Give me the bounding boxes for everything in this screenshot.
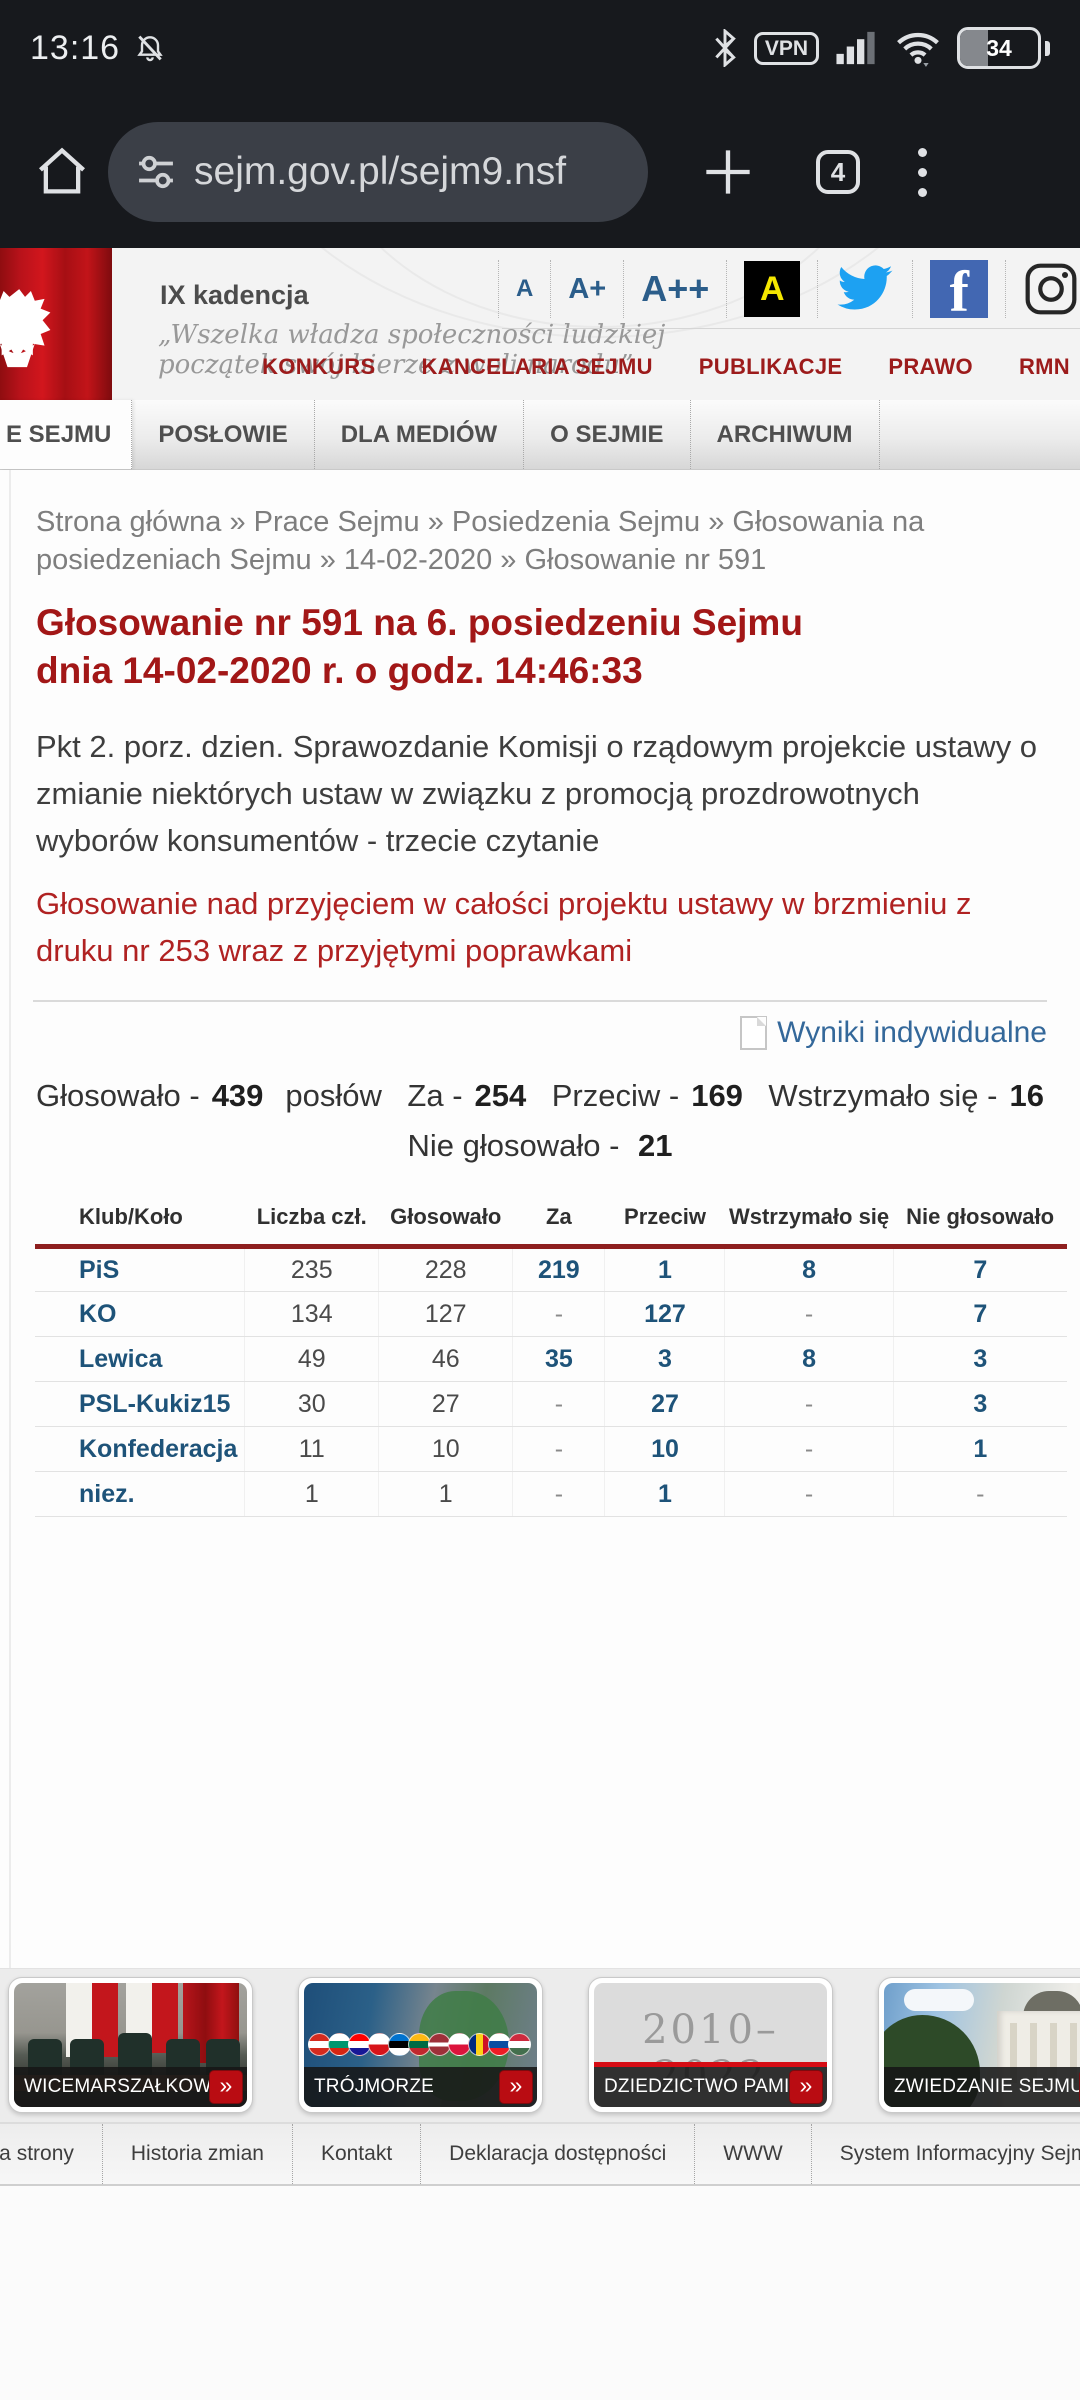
- browser-chrome: 13:16 VPN: [0, 0, 1080, 248]
- tab-prace-sejmu[interactable]: E SEJMU: [0, 400, 133, 469]
- footer-sis[interactable]: System Informacyjny Sejmu: [810, 2124, 1080, 2184]
- page-bottom-whitespace: [0, 2186, 1080, 2400]
- site-settings-icon[interactable]: [134, 150, 178, 194]
- card-label: WICEMARSZAŁKOWIE »: [14, 2067, 247, 2107]
- mute-bell-icon: [134, 32, 166, 64]
- bluetooth-icon: [712, 29, 738, 67]
- individual-results-row: PDF Wyniki indywidualne: [33, 1016, 1047, 1050]
- col-nie-glosowalo: Nie głosowało: [893, 1194, 1067, 1249]
- footer-deklaracja[interactable]: Deklaracja dostępności: [420, 2124, 694, 2184]
- footer-www[interactable]: WWW: [694, 2124, 810, 2184]
- instagram-icon[interactable]: [1005, 260, 1080, 318]
- tab-poslowie[interactable]: POSŁOWIE: [132, 400, 315, 469]
- site-footer: Mapa strony Historia zmian Kontakt Dekla…: [0, 2122, 1080, 2186]
- font-size-large-button[interactable]: A++: [623, 260, 726, 318]
- pdf-icon: PDF: [740, 1016, 768, 1050]
- menu-kancelaria-sejmu[interactable]: KANCELARIA SEJMU: [421, 354, 653, 379]
- col-liczba: Liczba czł.: [244, 1194, 379, 1249]
- vote-subject: Głosowanie nad przyjęciem w całości proj…: [36, 886, 972, 968]
- tab-switcher[interactable]: 4: [816, 150, 860, 194]
- divider: [33, 1000, 1047, 1002]
- contrast-toggle[interactable]: A: [726, 260, 817, 318]
- card-label: TRÓJMORZE »: [304, 2067, 537, 2107]
- card-label: DZIEDZICTWO PAMIĘCI »: [594, 2067, 827, 2107]
- summary-abstained: Wstrzymało się - 16: [768, 1078, 1044, 1113]
- club-link[interactable]: PSL-Kukiz15: [35, 1381, 246, 1427]
- browser-toolbar: sejm.gov.pl/sejm9.nsf 4: [0, 96, 1080, 248]
- header-menu: KONKURS KANCELARIA SEJMU PUBLIKACJE PRAW…: [262, 344, 1070, 390]
- card-wicemarszalkowie[interactable]: WICEMARSZAŁKOWIE »: [8, 1977, 253, 2113]
- card-arrow-button[interactable]: »: [499, 2070, 533, 2104]
- main-nav: E SEJMU POSŁOWIE DLA MEDIÓW O SEJMIE ARC…: [0, 400, 1080, 470]
- card-dziedzictwo-pamieci[interactable]: 2010–2022 DZIEDZICTWO PAMIĘCI »: [588, 1977, 833, 2113]
- battery-indicator: 34: [957, 27, 1041, 69]
- table-row: PiS 235 228 219 1 8 7: [35, 1246, 1067, 1292]
- summary-total: Głosowało - 439 posłów: [36, 1078, 382, 1113]
- twitter-icon[interactable]: [817, 260, 912, 318]
- card-arrow-button[interactable]: »: [209, 2070, 243, 2104]
- summary-against: Przeciw - 169: [551, 1078, 743, 1113]
- site-header: IX kadencja „Wszelka władza społeczności…: [0, 248, 1080, 400]
- col-glosowalo: Głosowało: [378, 1194, 513, 1249]
- font-size-medium-button[interactable]: A+: [550, 260, 623, 318]
- club-link[interactable]: niez.: [35, 1471, 246, 1517]
- sejm-emblem-strip: [0, 248, 112, 400]
- col-za: Za: [512, 1194, 605, 1249]
- facebook-icon[interactable]: f: [912, 260, 1005, 318]
- term-label: IX kadencja: [160, 280, 309, 310]
- card-trojmorze[interactable]: TRÓJMORZE »: [298, 1977, 543, 2113]
- clock: 13:16: [30, 28, 121, 67]
- tab-dla-mediow[interactable]: DLA MEDIÓW: [315, 400, 525, 469]
- menu-publikacje[interactable]: PUBLIKACJE: [698, 354, 843, 379]
- page-content: Strona główna » Prace Sejmu » Posiedzeni…: [0, 470, 1080, 1968]
- table-row: niez. 1 1 - 1 - -: [35, 1471, 1067, 1517]
- card-arrow-button[interactable]: »: [789, 2070, 823, 2104]
- menu-rmn[interactable]: RMN: [1018, 354, 1070, 379]
- footer-historia-zmian[interactable]: Historia zmian: [101, 2124, 292, 2184]
- vote-description: Pkt 2. porz. dzien. Sprawozdanie Komisji…: [36, 729, 1038, 858]
- polish-eagle-icon: [0, 289, 51, 368]
- footer-kontakt[interactable]: Kontakt: [291, 2124, 420, 2184]
- motto: „Wszelka władza społeczności ludzkiej po…: [158, 320, 666, 380]
- menu-konkurs[interactable]: KONKURS: [262, 354, 376, 379]
- url-text[interactable]: sejm.gov.pl/sejm9.nsf: [194, 150, 567, 193]
- url-bar[interactable]: sejm.gov.pl/sejm9.nsf: [108, 122, 648, 222]
- club-link[interactable]: KO: [35, 1291, 246, 1337]
- breadcrumb[interactable]: Strona główna » Prace Sejmu » Posiedzeni…: [36, 506, 925, 576]
- club-link[interactable]: Lewica: [35, 1336, 246, 1382]
- table-row: KO 134 127 - 127 - 7: [35, 1291, 1067, 1337]
- signal-icon: [835, 30, 879, 66]
- vpn-badge: VPN: [753, 31, 819, 65]
- table-header-row: Klub/Koło Liczba czł. Głosowało Za Przec…: [35, 1194, 1067, 1249]
- col-przeciw: Przeciw: [604, 1194, 725, 1249]
- individual-results-link[interactable]: Wyniki indywidualne: [777, 1016, 1047, 1049]
- tab-archiwum[interactable]: ARCHIWUM: [691, 400, 880, 469]
- table-row: PSL-Kukiz15 30 27 - 27 - 3: [35, 1381, 1067, 1427]
- col-klub: Klub/Koło: [35, 1194, 245, 1249]
- vote-summary: Głosowało - 439 posłów Za - 254 Przeciw …: [36, 1078, 1044, 1164]
- card-label: ZWIEDZANIE SEJMU »: [884, 2067, 1080, 2107]
- menu-prawo[interactable]: PRAWO: [888, 354, 973, 379]
- summary-not-voting: Nie głosowało - 21: [407, 1128, 673, 1163]
- overflow-menu-button[interactable]: [918, 147, 927, 197]
- col-wstrzymalo: Wstrzymało się: [724, 1194, 894, 1249]
- card-zwiedzanie-sejmu[interactable]: ZWIEDZANIE SEJMU »: [878, 1977, 1080, 2113]
- club-link[interactable]: PiS: [35, 1246, 246, 1292]
- page-title: Głosowanie nr 591 na 6. posiedzeniu Sejm…: [36, 602, 803, 691]
- promo-band: WICEMARSZAŁKOWIE »: [0, 1968, 1080, 2122]
- summary-for: Za - 254: [407, 1078, 527, 1113]
- new-tab-button[interactable]: [702, 146, 754, 198]
- status-bar: 13:16 VPN: [0, 0, 1080, 96]
- wifi-icon: [895, 28, 941, 68]
- table-row: Konfederacja 11 10 - 10 - 1: [35, 1426, 1067, 1472]
- voting-table: Klub/Koło Liczba czł. Głosowało Za Przec…: [35, 1194, 1067, 1517]
- accessibility-controls: A A+ A++ A f: [498, 260, 1080, 318]
- tab-o-sejmie[interactable]: O SEJMIE: [524, 400, 691, 469]
- font-size-small-button[interactable]: A: [498, 260, 550, 318]
- table-row: Lewica 49 46 35 3 8 3: [35, 1336, 1067, 1382]
- club-link[interactable]: Konfederacja: [35, 1426, 246, 1472]
- home-button[interactable]: [30, 144, 94, 200]
- footer-mapa-strony[interactable]: Mapa strony: [0, 2142, 74, 2165]
